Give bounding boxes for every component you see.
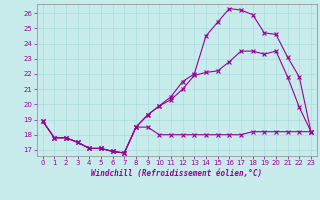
X-axis label: Windchill (Refroidissement éolien,°C): Windchill (Refroidissement éolien,°C) [91, 169, 262, 178]
